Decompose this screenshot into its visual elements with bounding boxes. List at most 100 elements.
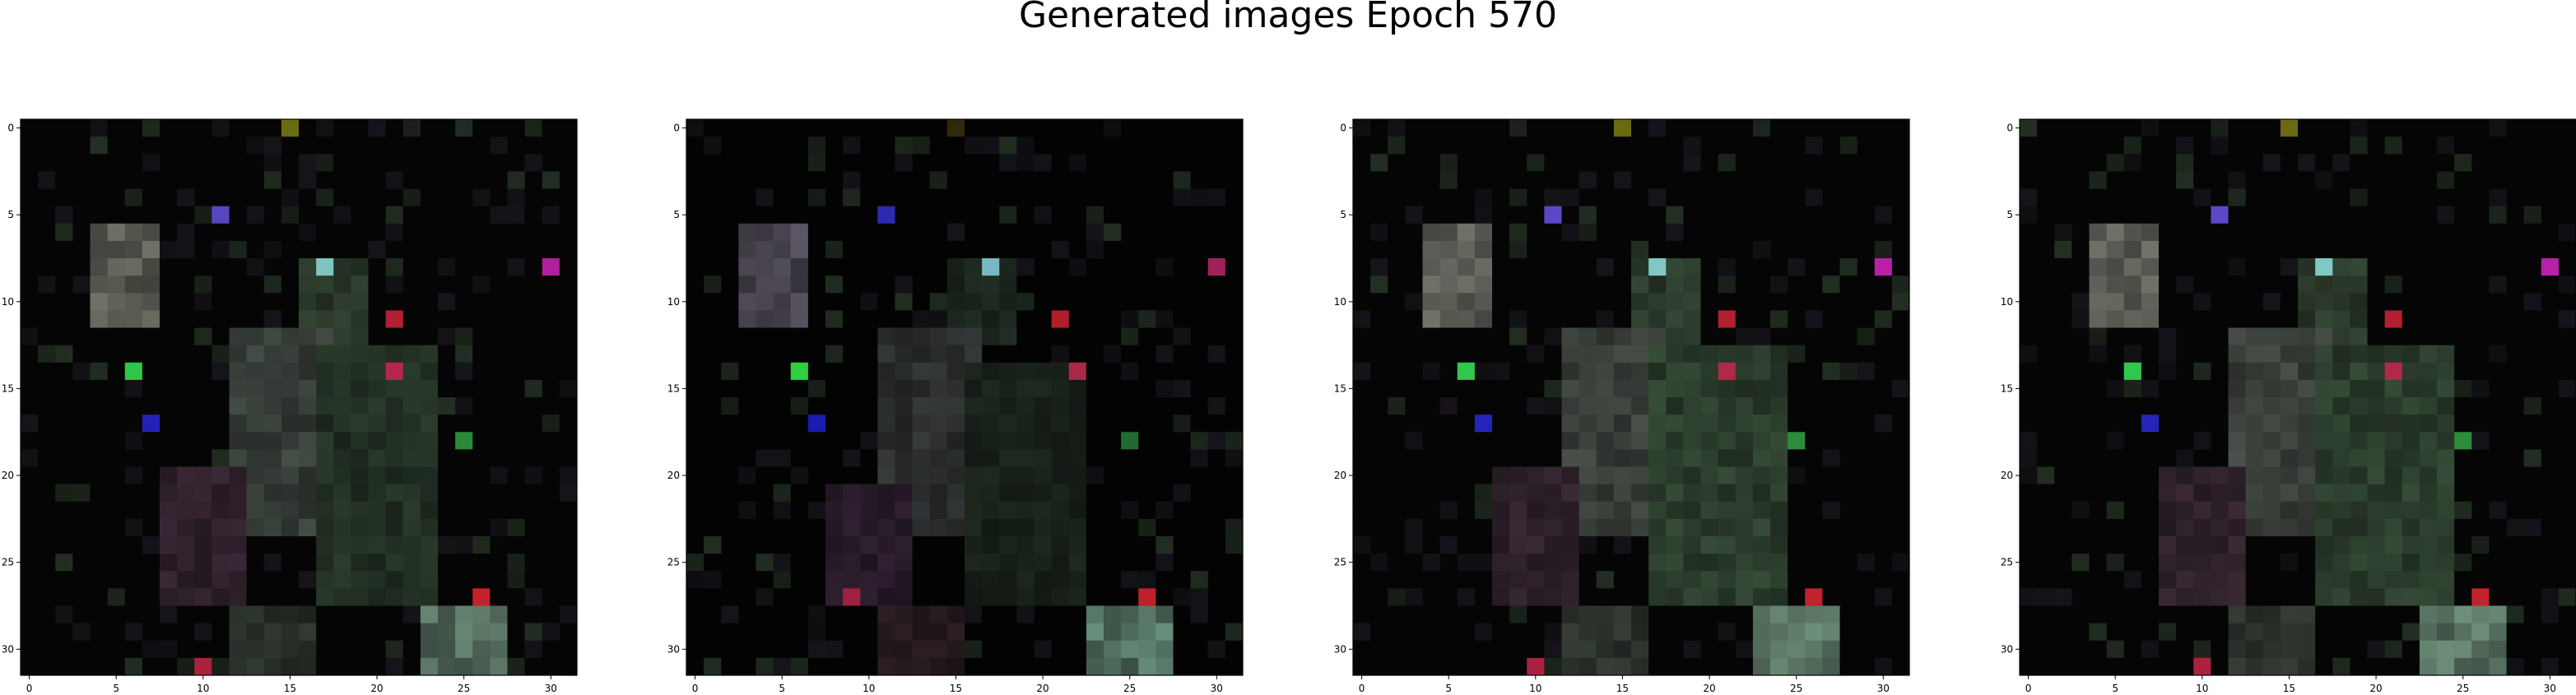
image-pixel xyxy=(2089,449,2108,467)
image-pixel xyxy=(559,623,578,642)
image-pixel xyxy=(1648,501,1667,520)
image-pixel xyxy=(160,379,178,398)
image-pixel xyxy=(1492,501,1510,520)
image-pixel xyxy=(686,484,704,503)
image-pixel xyxy=(177,432,195,450)
image-pixel xyxy=(2141,171,2160,189)
image-pixel xyxy=(1839,536,1858,554)
image-pixel xyxy=(825,310,844,328)
image-pixel xyxy=(385,605,404,624)
image-pixel xyxy=(1353,657,1371,676)
image-pixel xyxy=(2332,657,2350,676)
image-pixel xyxy=(1034,293,1053,311)
image-pixel xyxy=(807,258,826,276)
image-pixel xyxy=(686,276,704,294)
image-pixel xyxy=(38,137,56,155)
image-pixel xyxy=(790,345,809,364)
x-tick-label: 20 xyxy=(2369,683,2382,694)
image-pixel xyxy=(982,657,1000,676)
image-pixel xyxy=(542,588,560,606)
image-pixel xyxy=(2228,657,2247,676)
image-pixel xyxy=(490,449,508,467)
image-pixel xyxy=(2089,588,2108,606)
image-pixel xyxy=(1874,432,1893,450)
image-pixel xyxy=(2280,484,2299,503)
image-pixel xyxy=(2176,379,2194,398)
image-pixel xyxy=(895,119,914,137)
image-pixel xyxy=(2193,554,2211,572)
image-pixel xyxy=(246,119,265,137)
image-pixel xyxy=(438,554,456,572)
image-pixel xyxy=(1805,310,1823,328)
image-pixel xyxy=(1016,501,1035,520)
image-pixel xyxy=(1068,276,1087,294)
image-pixel xyxy=(1752,345,1771,364)
image-pixel xyxy=(2298,432,2316,450)
image-pixel xyxy=(1874,605,1893,624)
image-pixel xyxy=(2506,554,2525,572)
image-pixel xyxy=(756,310,774,328)
image-pixel xyxy=(124,188,143,207)
image-pixel xyxy=(1051,466,1070,485)
image-pixel xyxy=(1155,518,1174,537)
image-pixel xyxy=(2020,484,2038,503)
image-pixel xyxy=(2089,518,2108,537)
image-pixel xyxy=(402,397,421,415)
image-pixel xyxy=(1370,554,1388,572)
image-pixel xyxy=(1561,223,1580,242)
image-pixel xyxy=(1457,484,1476,503)
image-pixel xyxy=(912,623,931,642)
image-pixel xyxy=(1405,310,1423,328)
image-pixel xyxy=(142,154,160,172)
image-pixel xyxy=(2419,240,2438,259)
image-pixel xyxy=(929,327,948,346)
image-pixel xyxy=(368,171,387,189)
image-pixel xyxy=(177,605,195,624)
image-pixel xyxy=(1207,206,1226,225)
image-pixel xyxy=(2262,449,2281,467)
image-pixel xyxy=(2106,119,2125,137)
image-pixel xyxy=(524,571,543,589)
image-pixel xyxy=(1822,188,1840,207)
image-pixel xyxy=(1735,466,1754,485)
image-pixel xyxy=(2037,362,2055,381)
image-pixel xyxy=(281,415,300,433)
image-pixel xyxy=(721,258,739,276)
image-pixel xyxy=(1613,432,1632,450)
image-pixel xyxy=(72,518,91,537)
image-pixel xyxy=(2054,345,2072,364)
image-pixel xyxy=(2211,588,2229,606)
image-pixel xyxy=(542,415,560,433)
image-pixel xyxy=(2402,588,2420,606)
image-pixel xyxy=(1190,449,1209,467)
image-pixel xyxy=(1770,379,1788,398)
image-pixel xyxy=(1527,449,1545,467)
image-pixel xyxy=(756,327,774,346)
image-pixel xyxy=(229,554,248,572)
image-pixel xyxy=(1068,258,1087,276)
image-pixel xyxy=(1051,258,1070,276)
image-pixel xyxy=(1353,501,1371,520)
image-pixel xyxy=(1370,362,1388,381)
image-pixel xyxy=(2245,640,2264,659)
image-pixel xyxy=(160,623,178,642)
image-pixel xyxy=(2280,223,2299,242)
image-pixel xyxy=(912,449,931,467)
image-pixel xyxy=(524,518,543,537)
image-pixel xyxy=(542,605,560,624)
image-pixel xyxy=(1631,327,1649,346)
highlight-pixel xyxy=(1613,119,1632,137)
highlight-pixel xyxy=(542,258,560,276)
image-pixel xyxy=(507,657,526,676)
image-pixel xyxy=(1874,154,1893,172)
image-pixel xyxy=(929,188,948,207)
image-pixel xyxy=(124,293,143,311)
image-pixel xyxy=(351,276,369,294)
image-pixel xyxy=(2489,501,2507,520)
image-pixel xyxy=(704,171,722,189)
image-pixel xyxy=(2523,293,2542,311)
image-pixel xyxy=(1121,293,1139,311)
image-pixel xyxy=(2332,623,2350,642)
image-pixel xyxy=(21,501,39,520)
